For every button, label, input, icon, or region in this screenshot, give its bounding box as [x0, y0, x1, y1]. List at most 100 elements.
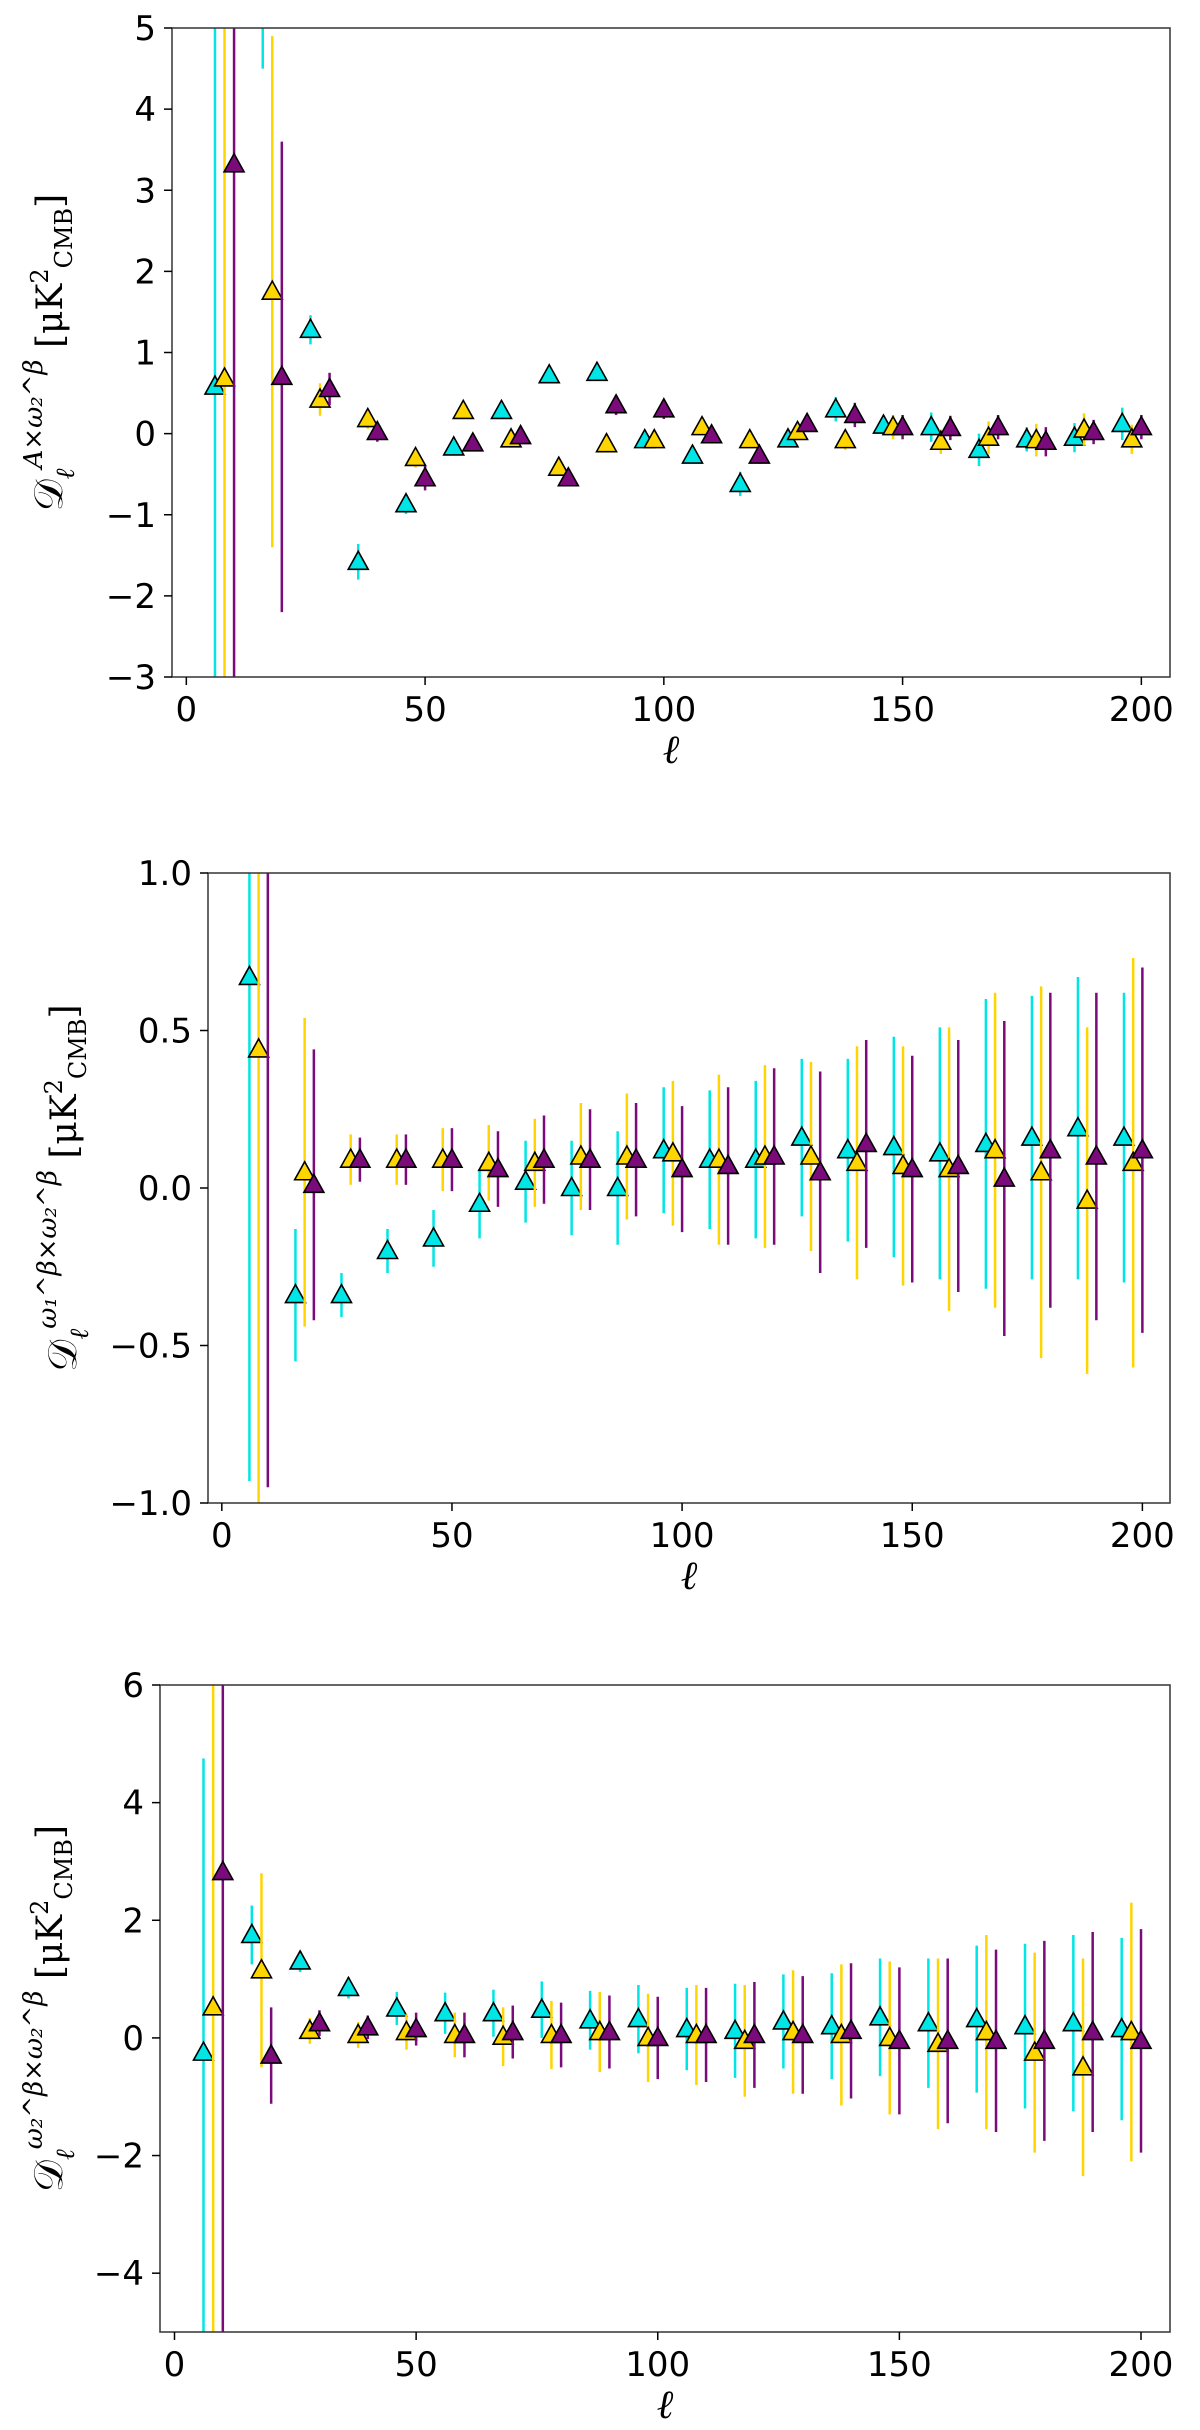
y-tick-label: 5 — [134, 9, 156, 49]
data-point — [646, 2025, 670, 2047]
data-point — [299, 317, 322, 339]
data-point — [1119, 2019, 1143, 2041]
y-tick-label: 0.5 — [138, 1012, 192, 1052]
y-tick-label: 0 — [134, 415, 156, 455]
data-point — [716, 1153, 740, 1175]
data-point — [1038, 1138, 1062, 1159]
y-tick-label: −1 — [106, 496, 156, 536]
data-point — [888, 2028, 911, 2050]
data-point — [585, 360, 609, 382]
data-point — [595, 432, 618, 453]
x-tick-label: 50 — [403, 690, 446, 730]
data-point — [453, 2022, 476, 2044]
y-tick-label: −2 — [94, 2137, 144, 2177]
data-point — [598, 2019, 621, 2041]
y-tick-label: 2 — [122, 1901, 144, 1941]
chart-panel-2: 0 50 100 150 200 −1.0 −0.5 0.0 0.5 1.0 ℓ 𝒟ℓω₁^β×ω₂^… — [33, 854, 1175, 1599]
data-point — [1032, 2028, 1056, 2050]
x-tick-label: 50 — [430, 1516, 473, 1556]
data-point — [247, 1037, 270, 1058]
plot-frame — [207, 872, 1171, 1504]
data-point — [468, 1191, 491, 1213]
data-point — [977, 425, 1000, 446]
data-point — [537, 363, 561, 384]
data-point — [1120, 427, 1144, 448]
data-point — [843, 402, 867, 424]
x-tick-label: 100 — [650, 1516, 715, 1556]
data-point — [365, 419, 389, 441]
data-point — [694, 2022, 718, 2044]
data-point — [967, 437, 991, 459]
data-point — [743, 2022, 766, 2044]
data-point — [250, 1958, 273, 1979]
data-point — [192, 2040, 215, 2061]
x-tick-label: 200 — [1110, 1516, 1175, 1556]
data-point — [624, 1147, 648, 1168]
data-point — [946, 1153, 970, 1175]
data-point — [670, 1156, 694, 1178]
data-point — [213, 366, 236, 387]
data-point — [728, 471, 752, 493]
data-point — [1084, 1144, 1108, 1165]
data-point — [560, 1175, 583, 1197]
data-point — [385, 1996, 409, 2017]
y-axis-label: 𝒟ℓω₁^β×ω₂^β [μK2CMB] — [33, 1004, 95, 1371]
data-point — [606, 1175, 630, 1197]
data-point — [1121, 1150, 1145, 1172]
data-point — [929, 429, 953, 451]
data-point — [1129, 2028, 1153, 2050]
data-point — [975, 2019, 998, 2041]
data-point — [836, 1138, 860, 1159]
data-point — [308, 387, 332, 408]
data-point — [738, 427, 762, 449]
data-point — [211, 1859, 235, 1881]
data-point — [700, 423, 723, 444]
y-axis-label: 𝒟ℓA×ω₂^β [μK2CMB] — [19, 194, 81, 511]
plot-area — [238, 873, 1154, 1503]
y-tick-label: 3 — [134, 171, 156, 211]
y-tick-label: 6 — [122, 1666, 144, 1706]
series-cyan — [238, 873, 1136, 1481]
plot-frame — [159, 1684, 1171, 2333]
data-point — [293, 1160, 317, 1181]
plot-frame — [171, 27, 1171, 678]
x-tick-label: 100 — [631, 690, 696, 730]
data-point — [490, 398, 513, 420]
data-point — [348, 1147, 372, 1168]
data-point — [530, 1997, 554, 2018]
y-tick-label: 4 — [122, 1784, 144, 1824]
data-point — [1129, 414, 1153, 436]
data-point — [839, 2018, 863, 2040]
x-tick-label: 150 — [870, 690, 935, 730]
x-tick-label: 100 — [625, 2345, 690, 2385]
data-point — [984, 2028, 1008, 2050]
data-point — [422, 1226, 445, 1247]
data-point — [1034, 429, 1058, 451]
series-purple — [222, 28, 1153, 677]
data-point — [986, 414, 1010, 436]
x-tick-label: 200 — [1109, 690, 1174, 730]
y-tick-label: −3 — [106, 658, 156, 698]
data-point — [1029, 1160, 1053, 1181]
series-gold — [213, 28, 1144, 677]
data-point — [891, 414, 914, 436]
x-tick-label: 150 — [867, 2345, 932, 2385]
data-point — [532, 1147, 556, 1168]
data-point — [578, 1147, 602, 1168]
y-tick-label: −0.5 — [109, 1327, 192, 1367]
data-point — [486, 1156, 510, 1178]
data-point — [845, 1150, 869, 1172]
data-point — [938, 415, 962, 437]
data-point — [747, 443, 771, 464]
x-tick-label: 0 — [164, 2345, 186, 2385]
data-point — [394, 492, 418, 513]
data-point — [433, 2001, 457, 2022]
data-point — [808, 1160, 832, 1181]
data-point — [509, 423, 532, 445]
data-point — [854, 1131, 878, 1153]
data-point — [260, 279, 284, 300]
data-point — [270, 364, 294, 386]
series-purple — [211, 1685, 1153, 2332]
y-tick-label: 4 — [134, 90, 156, 130]
data-point — [1110, 411, 1134, 433]
